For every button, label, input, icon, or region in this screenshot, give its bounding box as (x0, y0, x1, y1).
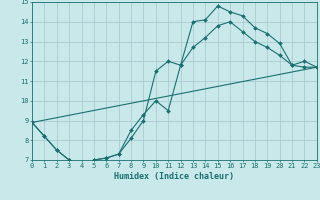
X-axis label: Humidex (Indice chaleur): Humidex (Indice chaleur) (115, 172, 234, 181)
